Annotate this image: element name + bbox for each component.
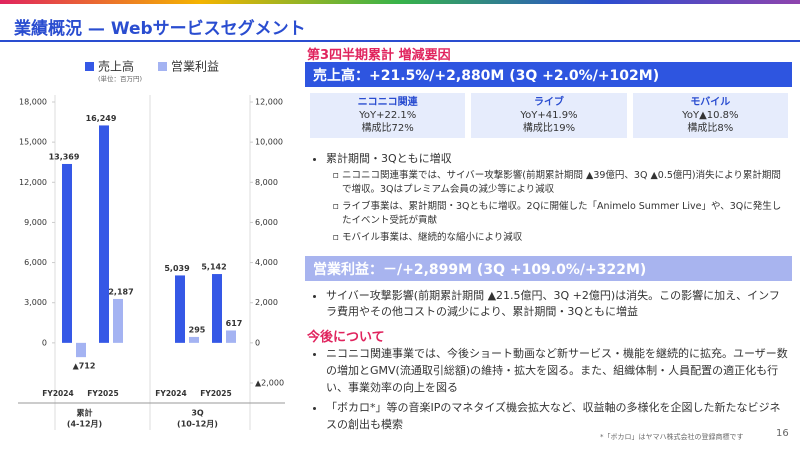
- bar: [62, 163, 72, 343]
- segment: ニコニコ関連 YoY+22.1% 構成比72%: [310, 93, 466, 138]
- y-tick-label: 3,000: [24, 298, 47, 307]
- legend-label: 売上高: [98, 59, 134, 74]
- value-label: 16,249: [86, 114, 117, 123]
- y-tick-label: 12,000: [19, 178, 47, 187]
- segments: ニコニコ関連 YoY+22.1% 構成比72% ライブ YoY+41.9% 構成比19%…: [310, 93, 788, 138]
- bar: [99, 125, 109, 343]
- bar: [113, 298, 123, 343]
- y2-tick-label: 12,000: [255, 98, 283, 107]
- y-tick-label: 6,000: [24, 258, 47, 267]
- segment-yoy: YoY+22.1%: [359, 110, 417, 121]
- group-label: 3Q: [191, 409, 204, 418]
- segment-share: 構成比8%: [687, 123, 734, 134]
- group-period: (10-12月): [177, 420, 218, 429]
- segment-yoy: YoY+41.9%: [520, 110, 578, 121]
- group-label: 累計: [77, 408, 93, 418]
- top-stripe: [0, 0, 800, 4]
- sub-bullet: ニコニコ関連事業では、サイバー攻撃影響(前期累計期間 ▲39億円、3Q ▲0.5…: [342, 169, 790, 197]
- bar: [175, 275, 185, 343]
- bar: [212, 274, 222, 343]
- bar: [189, 336, 199, 343]
- x-tick-label: FY2024: [42, 389, 73, 398]
- outlook-notes: ニコニコ関連事業では、今後ショート動画など新サービス・機能を継続的に拡充。ユーザ…: [310, 345, 790, 436]
- y2-tick-label: 4,000: [255, 258, 278, 267]
- value-label: 2,187: [108, 287, 133, 296]
- y2-tick-label: 2,000: [255, 298, 278, 307]
- y-tick-label: 15,000: [19, 138, 47, 147]
- value-label: 617: [226, 319, 243, 328]
- summary-title: 第3四半期累計 増減要因: [307, 48, 451, 63]
- segment-name: ライブ: [533, 97, 564, 108]
- value-label: 13,369: [49, 152, 80, 161]
- chart: 売上高 営業利益 (単位：百万円) 0 3,000 6,000 9,000 12,000 15,…: [18, 59, 285, 430]
- sub-bullet: ライブ事業は、累計期間・3Qともに増収。2Qに開催した「Animelo Summ…: [342, 200, 790, 228]
- value-label: 5,142: [201, 263, 226, 272]
- bar: [76, 342, 86, 358]
- y2-tick-label: 10,000: [255, 138, 283, 147]
- legend-swatch: [85, 62, 94, 71]
- y2-tick-label: 6,000: [255, 218, 278, 227]
- x-tick-label: FY2024: [155, 389, 186, 398]
- profit-headline: 営業利益：－/+2,899M (3Q +109.0%/+322M): [305, 256, 792, 281]
- y2-tick-label: ▲2,000: [255, 379, 284, 388]
- y-tick-label: 9,000: [24, 218, 47, 227]
- title-rule: [0, 40, 800, 42]
- bar: [226, 330, 236, 343]
- footnote: *「ボカロ」はヤマハ株式会社の登録商標です: [600, 433, 744, 441]
- bullet: 「ボカロ*」等の音楽IPのマネタイズ機会拡大など、収益軸の多様化を企図した新たな…: [326, 399, 790, 433]
- segment: モバイル YoY▲10.8% 構成比8%: [632, 93, 788, 138]
- segment-share: 構成比19%: [522, 123, 576, 134]
- value-label: 5,039: [164, 264, 190, 273]
- y-tick-label: 18,000: [19, 98, 47, 107]
- segment: ライブ YoY+41.9% 構成比19%: [471, 93, 627, 138]
- bullet: 累計期間・3Qともに増収: [326, 150, 790, 166]
- segment-name: モバイル: [690, 97, 731, 108]
- sales-notes: 累計期間・3Qともに増収 ニコニコ関連事業では、サイバー攻撃影響(前期累計期間 …: [310, 150, 790, 248]
- sales-headline: 売上高：+21.5%/+2,880M (3Q +2.0%/+102M): [305, 62, 792, 87]
- segment-name: ニコニコ関連: [357, 97, 418, 108]
- bullet: サイバー攻撃影響(前期累計期間 ▲21.5億円、3Q +2億円)は消失。この影響…: [326, 288, 790, 320]
- x-tick-label: FY2025: [87, 389, 118, 398]
- legend-label: 営業利益: [171, 60, 219, 74]
- group-period: (4-12月): [67, 420, 102, 429]
- value-label: 295: [189, 325, 206, 334]
- y2-tick-label: 0: [255, 338, 260, 347]
- value-label: ▲712: [73, 362, 96, 371]
- sub-bullet: モバイル事業は、継続的な縮小により減収: [342, 231, 790, 245]
- segment-yoy: YoY▲10.8%: [682, 110, 739, 121]
- slide-title: 業績概況 — Webサービスセグメント: [14, 19, 306, 39]
- outlook-title: 今後について: [307, 330, 385, 345]
- y2-tick-label: 8,000: [255, 178, 278, 187]
- segment-share: 構成比72%: [361, 123, 414, 134]
- profit-notes: サイバー攻撃影響(前期累計期間 ▲21.5億円、3Q +2億円)は消失。この影響…: [310, 288, 790, 323]
- legend-swatch: [158, 62, 167, 71]
- x-tick-label: FY2025: [200, 389, 231, 398]
- page-number: 16: [776, 428, 789, 439]
- y-tick-label: 0: [42, 338, 47, 347]
- bullet: ニコニコ関連事業では、今後ショート動画など新サービス・機能を継続的に拡充。ユーザ…: [326, 345, 790, 396]
- unit-note: (単位：百万円): [98, 74, 142, 83]
